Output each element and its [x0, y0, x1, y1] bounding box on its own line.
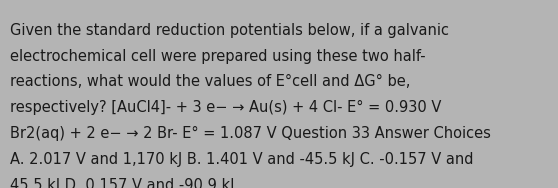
- Text: electrochemical cell were prepared using these two half-: electrochemical cell were prepared using…: [10, 49, 426, 64]
- Text: Br2(aq) + 2 e− → 2 Br- E° = 1.087 V Question 33 Answer Choices: Br2(aq) + 2 e− → 2 Br- E° = 1.087 V Ques…: [10, 126, 491, 141]
- Text: respectively? [AuCl4]- + 3 e− → Au(s) + 4 Cl- E° = 0.930 V: respectively? [AuCl4]- + 3 e− → Au(s) + …: [10, 100, 441, 115]
- Text: Given the standard reduction potentials below, if a galvanic: Given the standard reduction potentials …: [10, 23, 449, 38]
- Text: 45.5 kJ D. 0.157 V and -90.9 kJ: 45.5 kJ D. 0.157 V and -90.9 kJ: [10, 178, 234, 188]
- Text: reactions, what would the values of E°cell and ΔG° be,: reactions, what would the values of E°ce…: [10, 74, 411, 89]
- Text: A. 2.017 V and 1,170 kJ B. 1.401 V and -45.5 kJ C. -0.157 V and: A. 2.017 V and 1,170 kJ B. 1.401 V and -…: [10, 152, 474, 167]
